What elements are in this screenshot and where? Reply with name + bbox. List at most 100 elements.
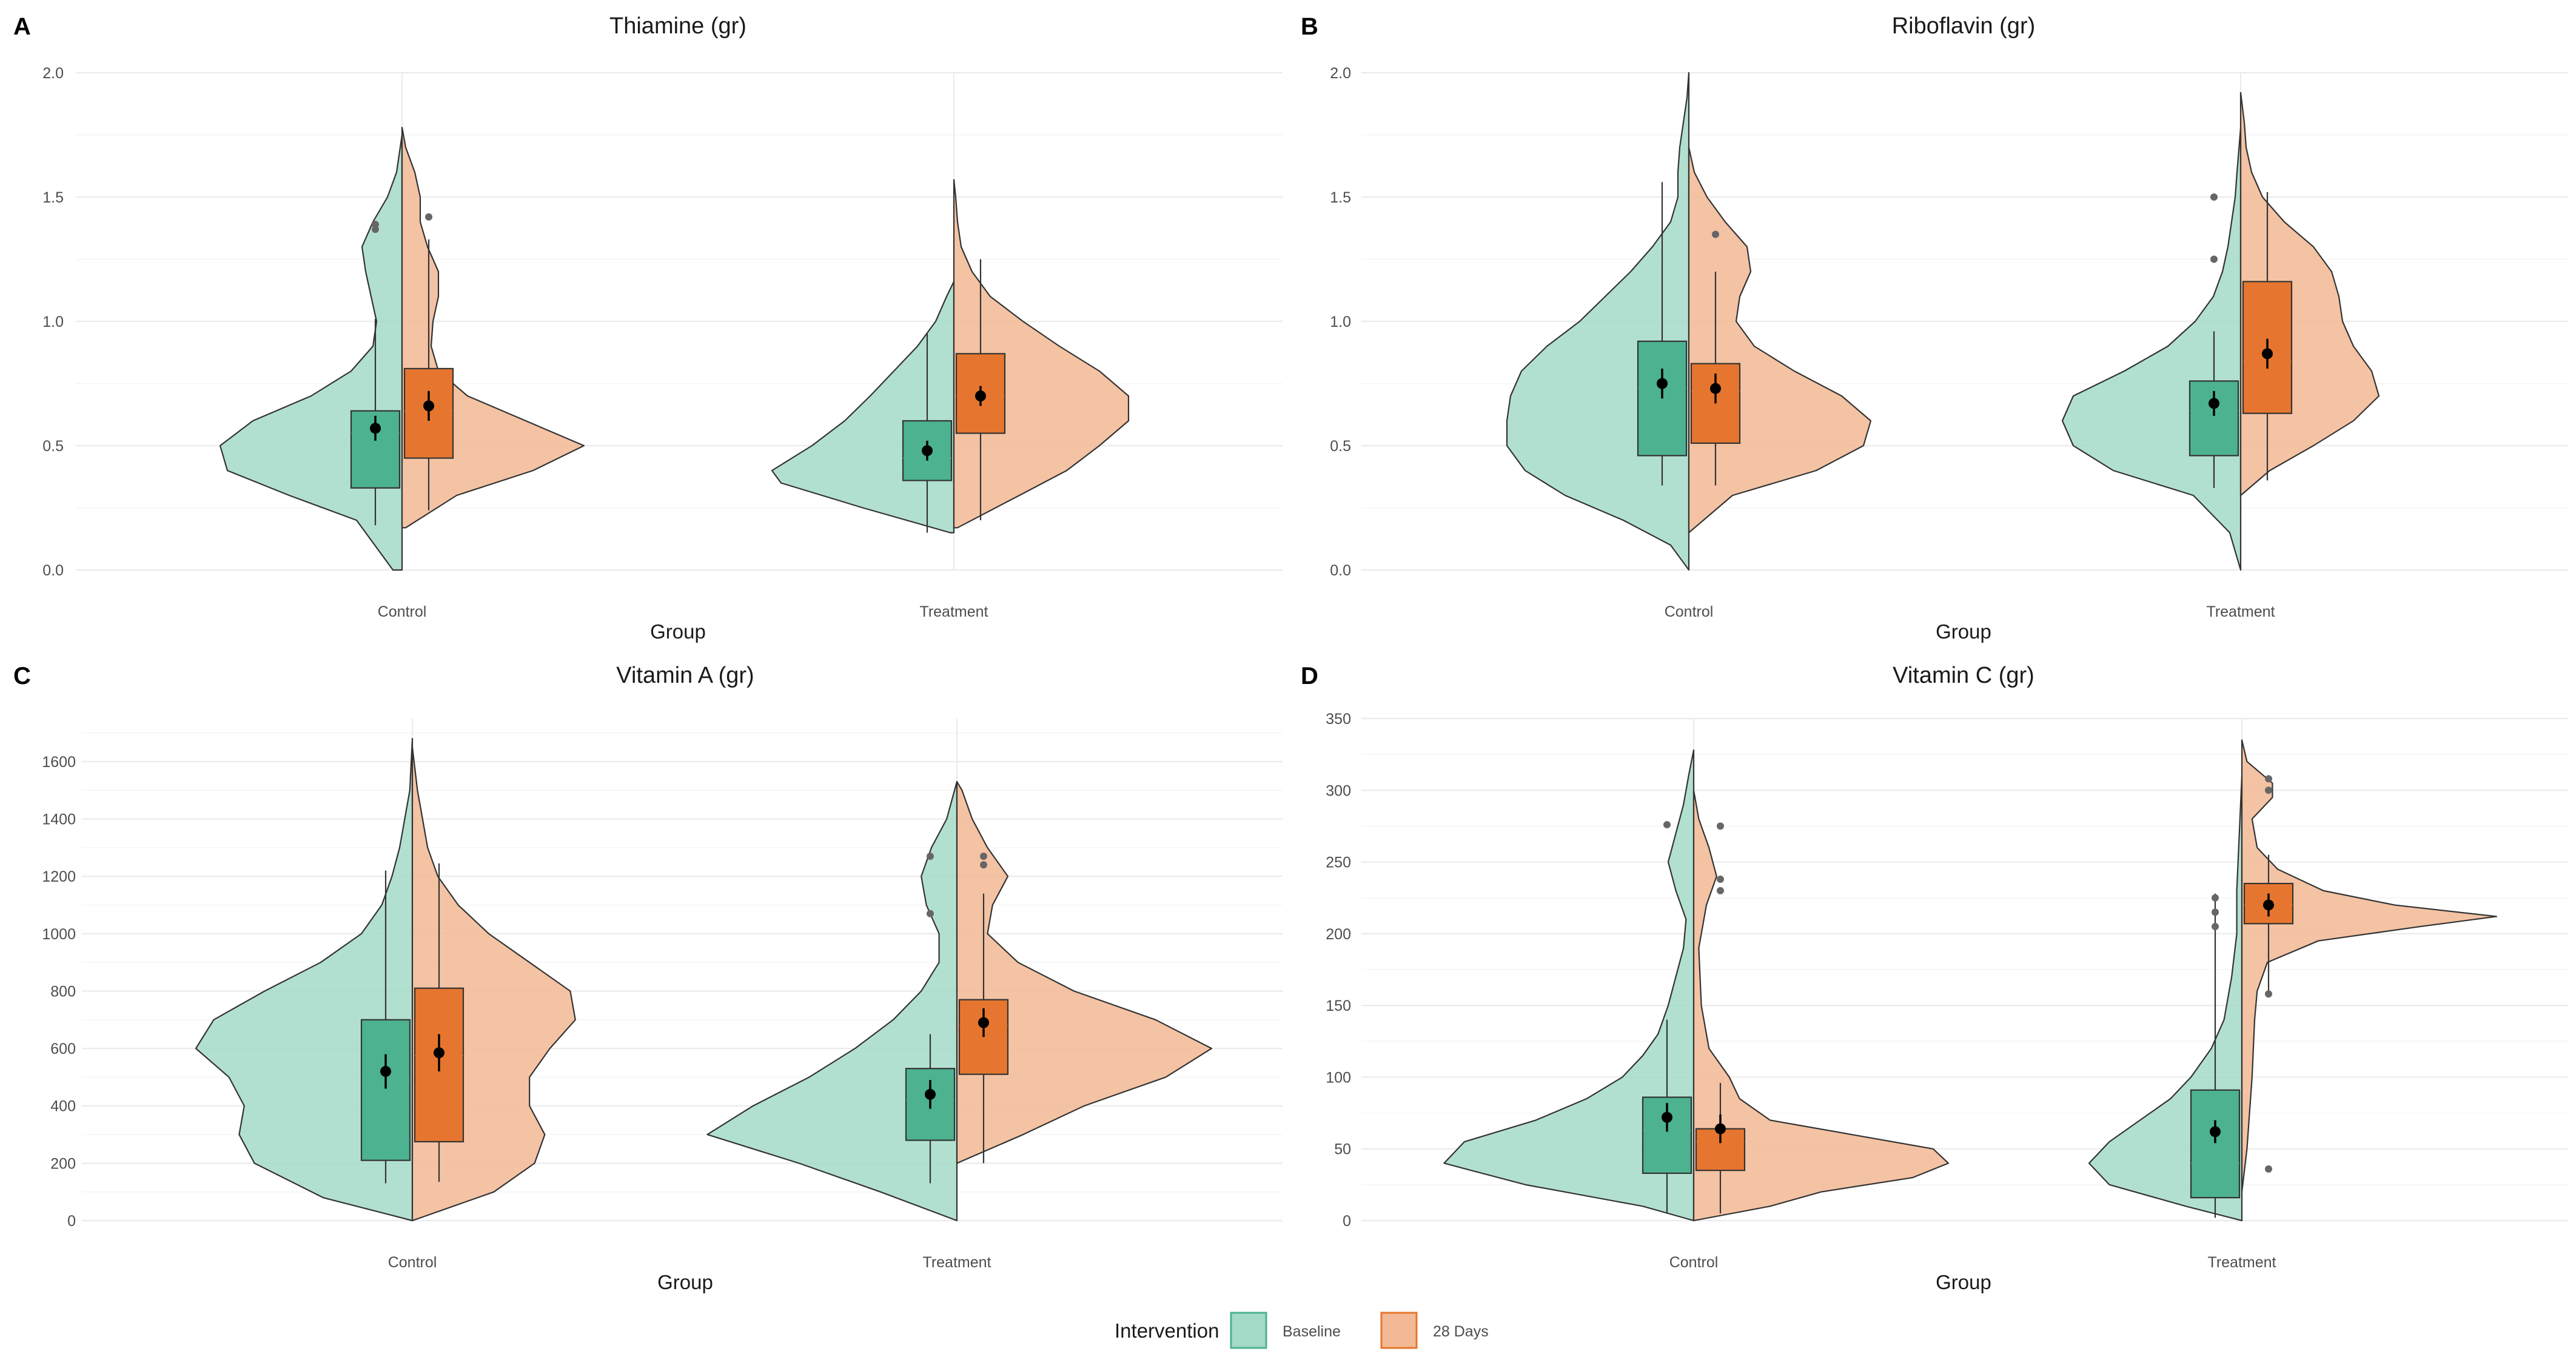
- panel-b-y-tick-label: 1.5: [1330, 189, 1351, 206]
- panel-a-y-tick-label: 2.0: [42, 65, 64, 82]
- panel-c-outlier-treatment-baseline: [927, 910, 934, 917]
- panel-b-box-control-baseline: [1637, 340, 1688, 457]
- panel-a-y-tick-label: 0.0: [42, 562, 64, 579]
- panel-d-outlier-control-28-days: [1717, 822, 1724, 830]
- panel-d-violins: [1443, 739, 2498, 1222]
- panel-d-mean-point-treatment-28-days: [2263, 899, 2274, 911]
- panel-b-x-tick-control: Control: [1665, 603, 1714, 620]
- panel-d: D Vitamin C (gr) 0 50 100 150 200 250 300 350 C…: [1301, 663, 2568, 1293]
- panel-c-box-control-baseline: [360, 1019, 411, 1161]
- panel-c: C Vitamin A (gr) 0 200 400 600 800 1000 1200 14…: [13, 663, 1283, 1293]
- panel-b-y-tick-label: 2.0: [1330, 65, 1351, 82]
- panel-a-violins: [219, 127, 1130, 571]
- panel-c-outlier-treatment-28-days: [980, 853, 987, 860]
- panel-d-x-tick-treatment: Treatment: [2207, 1254, 2276, 1271]
- panel-b: B Riboflavin (gr) 0.0 0.5 1.0 1.5 2.0 Contro…: [1301, 13, 2568, 643]
- panel-b-mean-point-control-28-days: [1710, 383, 1721, 394]
- panel-d-mean-point-control-baseline: [1662, 1111, 1672, 1123]
- panel-d-outlier-control-baseline: [1663, 821, 1671, 829]
- panel-d-y-tick-label: 350: [1326, 711, 1351, 728]
- panel-c-y-tick-label: 400: [50, 1098, 76, 1115]
- panel-b-outlier-control-28-days: [1712, 230, 1719, 238]
- panel-d-outlier-control-28-days: [1717, 875, 1724, 883]
- panel-a-y-tick-labels: 0.0 0.5 1.0 1.5 2.0: [42, 65, 64, 579]
- panel-c-violins: [195, 738, 1213, 1222]
- panel-d-box-treatment-baseline: [2190, 1089, 2241, 1199]
- panel-d-y-tick-label: 100: [1326, 1069, 1351, 1086]
- panel-d-title: Vitamin C (gr): [1893, 663, 2034, 688]
- panel-c-x-tick-control: Control: [388, 1254, 437, 1271]
- panel-d-outlier-treatment-28-days: [2265, 775, 2272, 783]
- panel-d-outlier-treatment-28-days: [2265, 1165, 2272, 1173]
- panel-b-violins: [1506, 72, 2380, 571]
- panel-d-mean-point-control-28-days: [1715, 1123, 1726, 1134]
- panel-d-y-tick-label: 150: [1326, 997, 1351, 1014]
- panel-b-x-axis-label: Group: [1936, 620, 1991, 643]
- panel-a-tag: A: [13, 13, 31, 40]
- panel-d-outlier-control-28-days: [1717, 886, 1724, 894]
- panel-c-mean-point-treatment-28-days: [978, 1017, 989, 1028]
- panel-c-y-tick-label: 800: [50, 983, 76, 1000]
- panel-c-title: Vitamin A (gr): [616, 663, 754, 688]
- panel-b-outlier-treatment-baseline: [2210, 255, 2218, 263]
- panel-d-x-tick-control: Control: [1669, 1254, 1719, 1271]
- panel-d-outlier-treatment-28-days: [2265, 786, 2272, 794]
- panel-a-x-tick-treatment: Treatment: [919, 603, 988, 620]
- panel-d-y-tick-label: 300: [1326, 782, 1351, 799]
- panel-c-y-tick-label: 1400: [42, 811, 76, 828]
- panel-a-gridlines: [76, 72, 1283, 571]
- panel-c-y-tick-label: 0: [67, 1213, 76, 1230]
- panel-d-outlier-treatment-28-days: [2265, 990, 2272, 998]
- panel-b-mean-point-control-baseline: [1657, 378, 1668, 389]
- panel-c-mean-point-control-28-days: [434, 1047, 444, 1059]
- panel-d-outlier-treatment-baseline: [2212, 908, 2219, 916]
- panel-a-outlier-control-baseline: [372, 226, 379, 233]
- panel-a-y-tick-label: 1.5: [42, 189, 64, 206]
- panel-c-mean-point-control-baseline: [380, 1065, 391, 1077]
- panel-b-mean-point-treatment-28-days: [2262, 348, 2273, 360]
- panel-c-y-tick-label: 600: [50, 1041, 76, 1057]
- panel-d-outlier-treatment-baseline: [2212, 923, 2219, 931]
- panel-b-y-tick-label: 1.0: [1330, 313, 1351, 330]
- panel-a: A Thiamine (gr) 0.00.51.01.52.0 Control …: [13, 13, 1283, 643]
- panel-c-tag: C: [13, 663, 31, 689]
- panel-c-y-tick-labels: 0 200 400 600 800 1000 1200 1400 1600: [42, 754, 76, 1230]
- panel-a-mean-point-treatment-baseline: [922, 445, 933, 457]
- panel-c-violin-control-baseline: [195, 738, 414, 1222]
- legend-key-28-days: [1380, 1312, 1418, 1349]
- panel-d-violin-control-28-days: [1692, 789, 1950, 1222]
- panel-d-outlier-treatment-baseline: [2212, 894, 2219, 902]
- panel-c-y-tick-label: 1600: [42, 754, 76, 771]
- panel-a-outlier-control-28-days: [425, 213, 432, 221]
- panel-a-mean-point-control-28-days: [423, 400, 434, 412]
- panel-a-y-tick-label: 1.0: [42, 313, 64, 330]
- panel-b-gridlines: [1361, 72, 2568, 571]
- panel-b-y-tick-labels: 0.0 0.5 1.0 1.5 2.0: [1330, 65, 1351, 579]
- panel-d-y-tick-labels: 0 50 100 150 200 250 300 350: [1326, 711, 1351, 1230]
- panel-d-y-tick-label: 0: [1343, 1213, 1351, 1230]
- panel-d-violin-control-baseline: [1443, 749, 1695, 1222]
- panel-d-y-tick-label: 200: [1326, 926, 1351, 943]
- panel-d-box-treatment-28-days: [2243, 882, 2294, 925]
- panel-c-y-tick-label: 1000: [42, 926, 76, 943]
- panel-b-outlier-treatment-baseline: [2210, 193, 2218, 201]
- legend-key-baseline: [1230, 1312, 1267, 1349]
- panel-d-y-tick-label: 50: [1334, 1141, 1351, 1158]
- panel-b-y-tick-label: 0.5: [1330, 438, 1351, 455]
- panel-c-violin-control-28-days: [411, 746, 576, 1222]
- legend-label-28-days: 28 Days: [1433, 1323, 1489, 1340]
- panel-c-violin-treatment-28-days: [956, 780, 1213, 1164]
- panel-a-x-axis-label: Group: [650, 620, 706, 643]
- panel-c-mean-point-treatment-baseline: [925, 1088, 936, 1100]
- panel-d-violin-treatment-28-days: [2241, 739, 2498, 1193]
- panel-b-tag: B: [1301, 13, 1318, 40]
- panel-c-outlier-treatment-28-days: [980, 861, 987, 869]
- panel-b-y-tick-label: 0.0: [1330, 562, 1351, 579]
- panel-c-violin-treatment-baseline: [706, 780, 958, 1222]
- panel-d-tag: D: [1301, 663, 1318, 689]
- panel-c-y-tick-label: 200: [50, 1155, 76, 1172]
- panel-c-y-tick-label: 1200: [42, 868, 76, 885]
- panel-b-title: Riboflavin (gr): [1892, 13, 2036, 39]
- panel-a-x-tick-control: Control: [378, 603, 427, 620]
